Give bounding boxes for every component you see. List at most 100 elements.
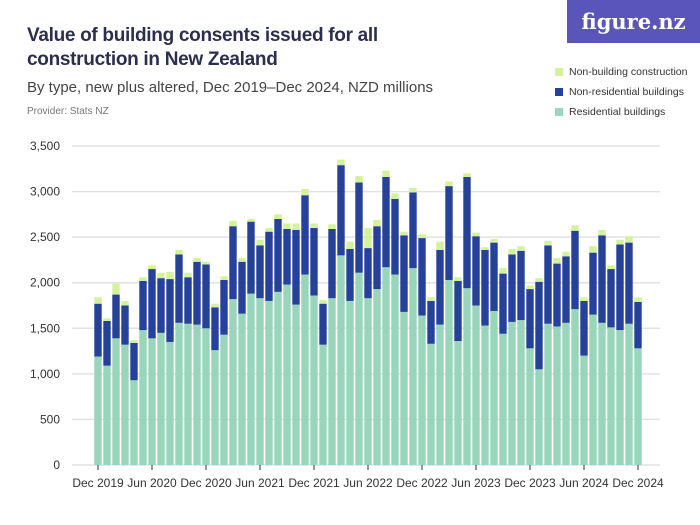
bar-non-residential-buildings [175,254,183,323]
bar-residential-buildings [391,274,399,465]
bar-non-residential-buildings [346,248,354,301]
bar-residential-buildings [292,304,300,465]
bar-non-building-construction [139,277,147,281]
x-tick-label: Jun 2022 [343,476,393,490]
bar-residential-buildings [184,323,192,465]
bar-residential-buildings [157,332,165,465]
bar-non-building-construction [607,265,615,270]
bar-non-residential-buildings [193,261,201,325]
bar-non-residential-buildings [373,226,381,290]
bar-non-residential-buildings [130,342,138,381]
legend-label: Residential buildings [569,106,666,118]
figure-nz-logo[interactable]: figure.nz [567,0,700,43]
bar-non-residential-buildings [301,195,309,275]
bar-non-residential-buildings [562,256,570,323]
bar-non-residential-buildings [166,279,174,342]
bar-residential-buildings [256,298,264,465]
legend-item-non-building: Non-building construction [555,62,687,82]
bar-non-residential-buildings [229,226,237,300]
bar-residential-buildings [418,315,426,465]
bar-residential-buildings [409,268,417,465]
bar-non-residential-buildings [445,186,453,280]
bar-non-building-construction [544,240,552,246]
legend-item-residential: Residential buildings [555,102,687,122]
bar-non-building-construction [427,297,435,301]
bar-non-building-construction [526,285,534,290]
bar-residential-buildings [607,327,615,465]
bar-residential-buildings [202,328,210,465]
y-tick-label: 1,500 [30,321,60,335]
bar-non-residential-buildings [211,307,219,351]
bar-non-residential-buildings [409,192,417,269]
bar-non-residential-buildings [418,238,426,316]
bar-residential-buildings [400,311,408,465]
bar-non-residential-buildings [517,250,525,321]
bar-non-residential-buildings [598,235,606,323]
bar-non-residential-buildings [553,263,561,327]
bar-non-residential-buildings [220,279,228,335]
provider-label: Provider: Stats NZ [27,106,109,117]
legend-swatch [555,68,563,76]
bar-non-building-construction [598,229,606,236]
bar-residential-buildings [373,289,381,465]
bar-non-residential-buildings [256,245,264,299]
y-tick-label: 3,000 [30,185,60,199]
bar-non-residential-buildings [274,218,282,292]
bar-residential-buildings [355,272,363,465]
bar-non-building-construction [400,231,408,236]
bar-residential-buildings [580,355,588,465]
x-tick-label: Dec 2024 [612,476,664,490]
bar-residential-buildings [337,255,345,465]
bar-non-building-construction [112,283,120,295]
legend-swatch [555,108,563,116]
bar-non-building-construction [535,278,543,282]
bar-non-building-construction [445,181,453,187]
bar-non-building-construction [562,251,570,257]
bar-residential-buildings [625,323,633,465]
bar-non-residential-buildings [616,244,624,331]
bar-residential-buildings [553,326,561,465]
x-tick-label: Dec 2023 [504,476,556,490]
bar-non-residential-buildings [337,165,345,256]
bar-non-building-construction [193,258,201,262]
bar-non-residential-buildings [499,273,507,334]
bar-non-residential-buildings [391,198,399,275]
bar-non-building-construction [148,265,156,270]
bar-residential-buildings [508,321,516,465]
bar-non-building-construction [364,228,372,249]
bar-non-building-construction [274,214,282,219]
bar-non-residential-buildings [634,301,642,349]
bar-residential-buildings [193,324,201,465]
bar-non-residential-buildings [571,230,579,310]
bar-residential-buildings [175,322,183,465]
chart-subtitle: By type, new plus altered, Dec 2019–Dec … [27,79,434,96]
bar-non-residential-buildings [526,289,534,349]
bar-residential-buildings [148,338,156,465]
bar-residential-buildings [562,322,570,465]
bar-non-residential-buildings [589,252,597,315]
bar-non-residential-buildings [544,245,552,324]
bar-non-building-construction [157,272,165,279]
bar-non-building-construction [418,234,426,239]
y-tick-label: 3,500 [30,139,60,153]
bar-residential-buildings [472,305,480,465]
bar-residential-buildings [634,348,642,465]
bar-non-building-construction [211,303,219,308]
bar-residential-buildings [112,338,120,465]
y-tick-label: 1,000 [30,367,60,381]
x-tick-label: Dec 2020 [180,476,232,490]
bar-residential-buildings [283,284,291,465]
bar-non-residential-buildings [427,300,435,344]
bar-residential-buildings [526,348,534,465]
bar-non-building-construction [571,225,579,231]
y-tick-label: 500 [40,412,60,426]
bar-residential-buildings [589,314,597,465]
bar-non-building-construction [247,218,255,222]
bar-non-building-construction [220,276,228,280]
bar-residential-buildings [346,300,354,465]
bar-residential-buildings [616,330,624,465]
bar-non-residential-buildings [454,280,462,342]
bar-residential-buildings [364,298,372,465]
bar-residential-buildings [490,310,498,465]
